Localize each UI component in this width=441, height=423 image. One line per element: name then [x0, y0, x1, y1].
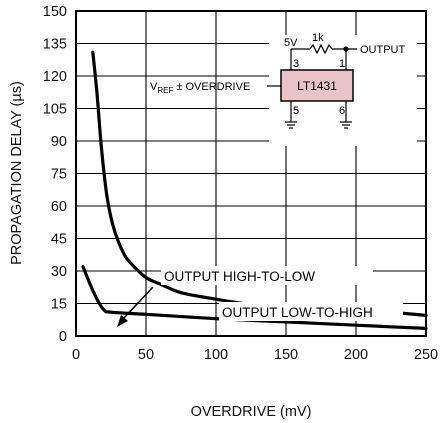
y-tick-label: 30 — [51, 264, 67, 280]
y-tick-label: 120 — [43, 69, 67, 85]
pin-6: 6 — [339, 105, 345, 117]
series-low-to-high-line — [81, 265, 428, 330]
y-tick-label: 75 — [51, 167, 67, 183]
x-tick-labels: 0 50 100 150 200 250 — [72, 347, 438, 363]
annotation-low-to-high: OUTPUT LOW-TO-HIGH — [222, 305, 373, 320]
supply-label: 5V — [284, 37, 298, 49]
y-tick-labels: 0 15 30 45 60 75 90 105 120 135 150 — [43, 4, 67, 345]
output-label: OUTPUT — [360, 44, 406, 56]
y-tick-label: 105 — [43, 102, 67, 118]
ground-symbol-left — [285, 101, 297, 129]
chip-label: LT1431 — [297, 79, 337, 93]
x-tick-label: 250 — [414, 347, 438, 363]
y-tick-label: 60 — [51, 199, 67, 215]
x-tick-label: 50 — [138, 347, 154, 363]
x-tick-label: 0 — [72, 347, 80, 363]
pin-1: 1 — [339, 58, 345, 70]
pin-3: 3 — [293, 58, 299, 70]
annotation-high-to-low: OUTPUT HIGH-TO-LOW — [164, 269, 315, 284]
y-tick-label: 135 — [43, 37, 67, 53]
x-axis-title: OVERDRIVE (mV) — [191, 404, 312, 420]
x-tick-label: 150 — [274, 347, 298, 363]
y-tick-label: 90 — [51, 134, 67, 150]
schematic-inset: 5V 1k OUTPUT 3 1 LT1431 VREF ± OVERDRIVE… — [150, 32, 417, 146]
plot-frame — [75, 10, 427, 337]
annotation-arrow — [117, 286, 154, 327]
lt1431-chip — [280, 69, 354, 102]
pin-5: 5 — [293, 105, 299, 117]
input-label: VREF ± OVERDRIVE — [150, 81, 250, 95]
y-tick-label: 45 — [51, 232, 67, 248]
x-tick-label: 200 — [344, 347, 368, 363]
y-axis-title: PROPAGATION DELAY (µs) — [9, 81, 25, 265]
y-tick-label: 0 — [59, 329, 67, 345]
y-tick-label: 15 — [51, 297, 67, 313]
ground-symbol-right — [340, 101, 352, 129]
resistor-symbol — [309, 43, 333, 55]
y-tick-label: 150 — [43, 4, 67, 20]
resistor-label: 1k — [312, 32, 324, 44]
x-tick-label: 100 — [204, 347, 228, 363]
